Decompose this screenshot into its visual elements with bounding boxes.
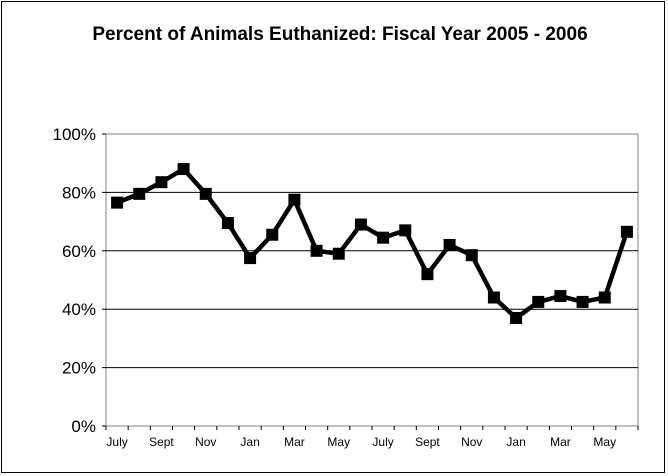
y-axis: 0% 20% 40% 60% 80% 100%: [53, 125, 106, 436]
data-point-marker: [310, 244, 323, 257]
gridlines: [106, 191, 638, 369]
data-point-marker: [532, 295, 545, 308]
data-point-marker: [465, 249, 478, 262]
data-point-marker: [399, 224, 412, 237]
x-tick-label: July: [106, 435, 127, 449]
x-tick-label: Mar: [550, 435, 571, 449]
data-point-marker: [554, 290, 567, 303]
x-tick-label: Sept: [415, 435, 440, 449]
x-tick-label: Jan: [240, 435, 259, 449]
y-tick-label: 20%: [62, 359, 96, 378]
data-point-marker: [266, 228, 279, 241]
data-point-marker: [221, 217, 234, 230]
data-point-marker: [244, 252, 257, 265]
plot-area: [105, 133, 639, 427]
y-tick-label: 60%: [62, 242, 96, 261]
x-tick-label: Nov: [461, 435, 482, 449]
x-axis: July Sept Nov Jan Mar May July Sept Nov Jan Mar May: [105, 426, 639, 449]
x-tick-label: May: [327, 435, 350, 449]
x-tick-label: Mar: [284, 435, 305, 449]
data-point-marker: [199, 187, 212, 200]
series-line: [116, 166, 630, 321]
data-point-marker: [421, 268, 434, 281]
data-point-marker: [377, 231, 390, 244]
data-point-marker: [443, 238, 456, 251]
x-tick-label: Nov: [195, 435, 216, 449]
data-point-marker: [598, 291, 611, 304]
data-point-marker: [177, 163, 190, 176]
data-point-marker: [111, 196, 124, 209]
data-point-marker: [354, 218, 367, 231]
x-tick-label: Sept: [149, 435, 174, 449]
data-point-marker: [155, 176, 168, 189]
data-point-marker: [487, 291, 500, 304]
data-point-marker: [288, 193, 301, 206]
series-layer: [111, 163, 633, 324]
y-tick-label: 40%: [62, 300, 96, 319]
data-point-marker: [620, 225, 633, 238]
y-tick-label: 80%: [62, 183, 96, 202]
x-tick-label: Jan: [506, 435, 525, 449]
x-tick-label: May: [593, 435, 616, 449]
data-point-marker: [133, 187, 146, 200]
data-point-marker: [576, 295, 589, 308]
y-tick-label: 0%: [71, 417, 96, 436]
data-point-marker: [510, 311, 523, 324]
data-point-marker: [332, 247, 345, 260]
x-tick-label: July: [372, 435, 393, 449]
chart-title: Percent of Animals Euthanized: Fiscal Ye…: [92, 24, 588, 45]
y-tick-label: 100%: [53, 125, 96, 144]
